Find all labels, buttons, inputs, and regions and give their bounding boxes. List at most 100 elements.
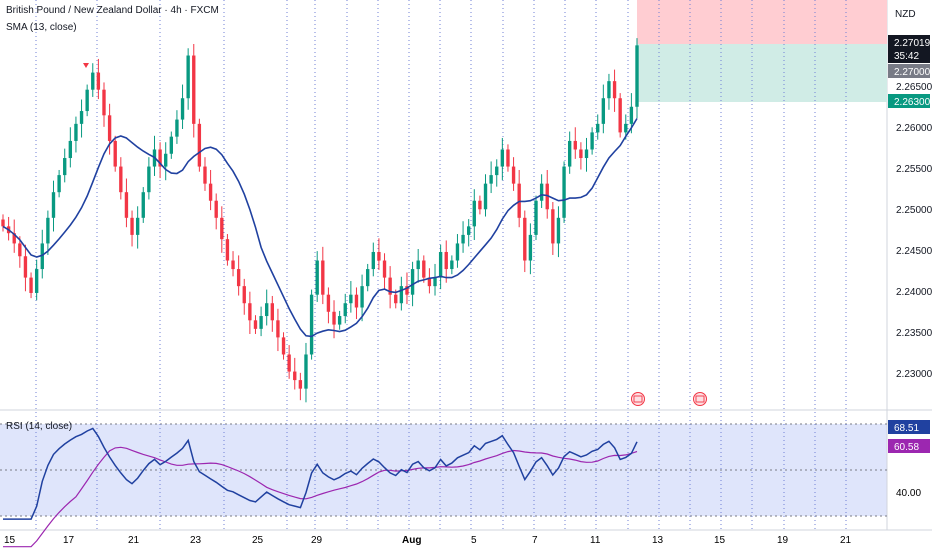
- candle[interactable]: [158, 142, 162, 179]
- candle[interactable]: [259, 306, 263, 337]
- candle[interactable]: [124, 178, 129, 228]
- candle[interactable]: [85, 84, 89, 117]
- candle[interactable]: [231, 251, 235, 277]
- candle[interactable]: [309, 289, 314, 360]
- candle[interactable]: [91, 63, 95, 97]
- candle[interactable]: [388, 266, 392, 309]
- candle[interactable]: [119, 157, 123, 200]
- candle[interactable]: [478, 195, 482, 215]
- candle[interactable]: [141, 187, 145, 223]
- candle[interactable]: [416, 248, 420, 283]
- candle[interactable]: [113, 135, 117, 172]
- candle[interactable]: [556, 206, 561, 258]
- candle[interactable]: [147, 157, 151, 200]
- price-axis[interactable]: 2.26500 2.26000 2.25500 2.25000 2.24500 …: [896, 82, 932, 380]
- sma-legend[interactable]: SMA (13, close): [6, 22, 77, 33]
- candle[interactable]: [321, 246, 325, 305]
- candle[interactable]: [337, 310, 342, 330]
- candle[interactable]: [495, 159, 499, 187]
- candle[interactable]: [248, 291, 252, 334]
- candle[interactable]: [208, 169, 213, 211]
- candle[interactable]: [489, 161, 493, 194]
- candle[interactable]: [298, 372, 303, 401]
- candle[interactable]: [29, 272, 33, 299]
- candle[interactable]: [186, 48, 190, 110]
- candle[interactable]: [253, 315, 258, 334]
- candle[interactable]: [366, 263, 370, 292]
- candle[interactable]: [74, 116, 78, 153]
- candle[interactable]: [276, 308, 280, 352]
- candle[interactable]: [601, 84, 606, 134]
- candle[interactable]: [590, 127, 594, 155]
- candle[interactable]: [79, 99, 84, 138]
- candle[interactable]: [175, 110, 179, 144]
- candle[interactable]: [371, 242, 375, 277]
- candle[interactable]: [34, 259, 39, 301]
- candle[interactable]: [203, 157, 207, 191]
- candle[interactable]: [315, 251, 319, 302]
- candle[interactable]: [281, 332, 286, 360]
- candle[interactable]: [539, 174, 544, 208]
- candle[interactable]: [433, 263, 437, 296]
- rsi-line[interactable]: [3, 427, 638, 520]
- candle[interactable]: [63, 148, 67, 183]
- candle[interactable]: [197, 118, 202, 172]
- candle[interactable]: [483, 174, 488, 217]
- candle[interactable]: [102, 82, 106, 127]
- candle[interactable]: [377, 238, 381, 270]
- candle[interactable]: [192, 43, 196, 138]
- candle[interactable]: [164, 142, 168, 181]
- candle[interactable]: [596, 114, 600, 140]
- loss-zone[interactable]: [637, 0, 887, 44]
- candle[interactable]: [635, 38, 639, 119]
- candle[interactable]: [242, 278, 246, 315]
- economic-event-icon[interactable]: [631, 392, 645, 406]
- candle[interactable]: [270, 295, 274, 332]
- sma-line[interactable]: [2, 118, 638, 338]
- candle[interactable]: [567, 131, 572, 174]
- candle[interactable]: [265, 289, 269, 326]
- candle[interactable]: [450, 255, 454, 275]
- candle[interactable]: [332, 300, 336, 339]
- candle[interactable]: [57, 169, 61, 198]
- candle[interactable]: [360, 274, 364, 322]
- candle[interactable]: [214, 193, 218, 230]
- candle[interactable]: [573, 127, 577, 159]
- candle[interactable]: [528, 223, 533, 275]
- candle[interactable]: [466, 219, 471, 247]
- candle[interactable]: [438, 244, 443, 290]
- candle[interactable]: [225, 234, 230, 266]
- candle[interactable]: [444, 240, 448, 283]
- candle[interactable]: [607, 73, 611, 110]
- candle[interactable]: [461, 221, 465, 253]
- candle[interactable]: [236, 255, 241, 296]
- candle[interactable]: [169, 131, 174, 159]
- candle[interactable]: [618, 93, 622, 138]
- candle[interactable]: [382, 253, 387, 290]
- candle[interactable]: [584, 137, 589, 172]
- candle[interactable]: [562, 161, 566, 223]
- candle[interactable]: [293, 357, 297, 390]
- candle[interactable]: [304, 342, 308, 403]
- candle[interactable]: [51, 180, 56, 232]
- candle[interactable]: [612, 69, 617, 112]
- candle[interactable]: [534, 195, 538, 241]
- candle[interactable]: [68, 127, 73, 168]
- candle[interactable]: [180, 84, 185, 129]
- time-axis[interactable]: 15 17 21 23 25 29 Aug 5 7 11 13 15 19 21: [4, 535, 852, 546]
- candle[interactable]: [523, 210, 527, 273]
- candle[interactable]: [545, 169, 549, 219]
- rsi-ma-line[interactable]: [3, 446, 638, 548]
- candle[interactable]: [18, 236, 22, 268]
- candle[interactable]: [354, 287, 359, 320]
- profit-zone[interactable]: [637, 44, 887, 102]
- candle[interactable]: [135, 206, 140, 249]
- candle[interactable]: [107, 103, 112, 155]
- rsi-legend[interactable]: RSI (14, close): [6, 421, 72, 432]
- currency-label[interactable]: NZD: [895, 9, 916, 20]
- candle[interactable]: [1, 214, 5, 232]
- candle[interactable]: [422, 255, 426, 283]
- candle[interactable]: [500, 137, 505, 181]
- candle[interactable]: [326, 287, 331, 324]
